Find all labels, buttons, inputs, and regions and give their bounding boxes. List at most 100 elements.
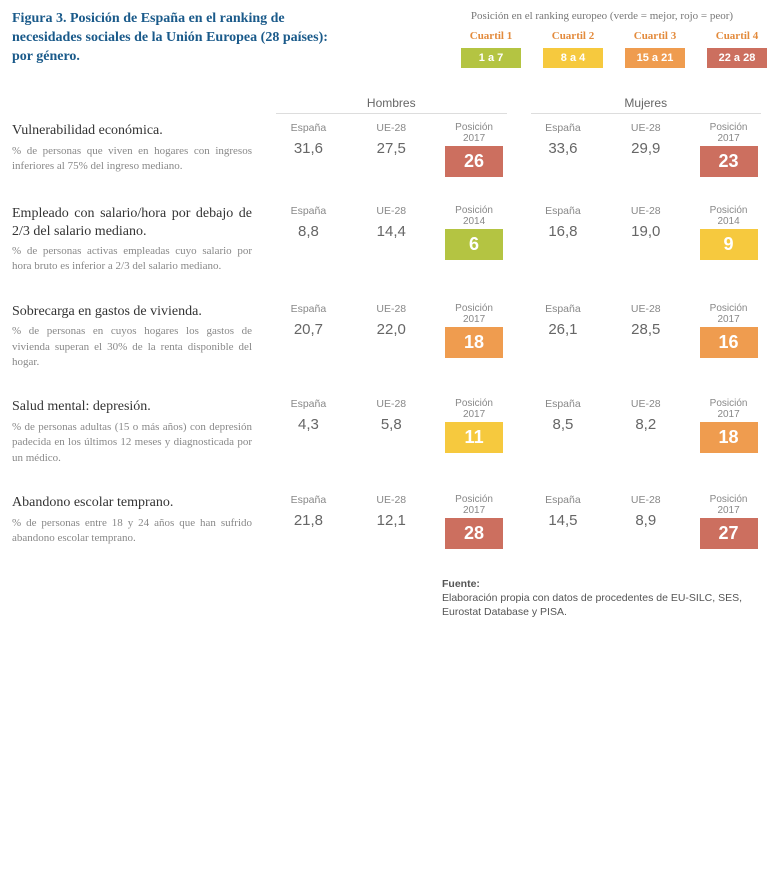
position-badge: 27 (700, 518, 758, 549)
position-cell: Posición201718 (436, 303, 513, 371)
indicator-text: Empleado con salario/hora por debajo de … (12, 205, 270, 275)
position-header: Posición2017 (690, 122, 767, 144)
indicator-subtitle: % de personas activas empleadas cuyo sal… (12, 244, 252, 275)
gender-header-row: Hombres Mujeres (12, 96, 767, 114)
indicator-row: Abandono escolar temprano. % de personas … (12, 494, 767, 549)
eu-value: 14,4 (353, 223, 430, 240)
col-header-spain: España (270, 303, 347, 315)
position-cell: Posición201727 (690, 494, 767, 549)
quartile-label: Cuartil 2 (543, 30, 603, 42)
figure-title: Figura 3. Posición de España en el ranki… (12, 10, 332, 68)
source-label: Fuente: (442, 578, 480, 590)
col-header-eu: UE-28 (353, 398, 430, 410)
position-header: Posición2017 (436, 494, 513, 516)
col-header-eu: UE-28 (353, 303, 430, 315)
quartile-badge: 15 a 21 (625, 48, 685, 68)
indicator-title: Vulnerabilidad económica. (12, 122, 252, 140)
data-rows: Vulnerabilidad económica.% de personas q… (12, 122, 767, 549)
position-badge: 26 (445, 146, 503, 177)
indicator-subtitle: % de personas adultas (15 o más años) co… (12, 420, 252, 466)
spain-cell: España8,8 (270, 205, 347, 275)
quartile-label: Cuartil 1 (461, 30, 521, 42)
quartile-badge: 8 a 4 (543, 48, 603, 68)
position-badge: 18 (700, 422, 758, 453)
eu-value: 19,0 (607, 223, 684, 240)
quartile-2: Cuartil 2 8 a 4 (543, 30, 603, 68)
spain-cell: España 16,8 (525, 205, 602, 275)
eu-cell: UE-28 22,0 (353, 303, 430, 371)
col-header-eu: UE-28 (607, 398, 684, 410)
position-cell: Posición201723 (690, 122, 767, 177)
indicator-title: Sobrecarga en gastos de vivienda. (12, 303, 252, 321)
gender-header-women: Mujeres (531, 96, 762, 114)
indicator-title: Abandono escolar temprano. (12, 494, 252, 512)
spain-cell: España21,8 (270, 494, 347, 549)
col-header-eu: UE-28 (607, 494, 684, 506)
position-badge: 11 (445, 422, 503, 453)
spain-value: 16,8 (525, 223, 602, 240)
col-header-eu: UE-28 (353, 205, 430, 217)
data-group: España20,7UE-2822,0Posición201718 (270, 303, 513, 371)
position-badge: 9 (700, 229, 758, 260)
spain-value: 26,1 (525, 321, 602, 338)
legend-caption: Posición en el ranking europeo (verde = … (437, 10, 767, 22)
data-group: España8,8 UE-28 14,4 Posición20146 (270, 205, 513, 275)
quartile-label: Cuartil 3 (625, 30, 685, 42)
position-cell: Posición201726 (436, 122, 513, 177)
col-header-spain: España (525, 205, 602, 217)
spain-value: 8,8 (270, 223, 347, 240)
eu-value: 5,8 (353, 416, 430, 433)
eu-cell: UE-28 8,2 (607, 398, 684, 466)
spain-value: 31,6 (270, 140, 347, 157)
col-header-spain: España (525, 398, 602, 410)
eu-value: 29,9 (607, 140, 684, 157)
position-cell: Posición201711 (436, 398, 513, 466)
quartile-1: Cuartil 1 1 a 7 (461, 30, 521, 68)
indicator-text: Sobrecarga en gastos de vivienda. % de pe… (12, 303, 270, 371)
quartile-badge: 1 a 7 (461, 48, 521, 68)
source-text: Elaboración propia con datos de proceden… (442, 592, 742, 618)
position-cell: Posición201718 (690, 398, 767, 466)
indicator-subtitle: % de personas en cuyos hogares los gasto… (12, 324, 252, 370)
spain-cell: España14,5 (525, 494, 602, 549)
col-header-spain: España (270, 494, 347, 506)
legend: Posición en el ranking europeo (verde = … (437, 10, 767, 68)
position-cell: Posición201728 (436, 494, 513, 549)
eu-value: 22,0 (353, 321, 430, 338)
data-group: España31,6UE-2827,5Posición201726 (270, 122, 513, 177)
data-group: España14,5 UE-28 8,9 Posición201727 (525, 494, 768, 549)
gender-header-men: Hombres (276, 96, 507, 114)
quartile-label: Cuartil 4 (707, 30, 767, 42)
spain-cell: España 31,6 (270, 122, 347, 177)
position-badge: 6 (445, 229, 503, 260)
eu-value: 8,9 (607, 512, 684, 529)
col-header-spain: España (270, 122, 347, 134)
position-badge: 18 (445, 327, 503, 358)
indicator-title: Salud mental: depresión. (12, 398, 252, 416)
spain-value: 4,3 (270, 416, 347, 433)
position-header: Posición2017 (690, 303, 767, 325)
source-block: Fuente: Elaboración propia con datos de … (442, 577, 767, 620)
indicator-row: Vulnerabilidad económica.% de personas q… (12, 122, 767, 177)
eu-cell: UE-28 8,9 (607, 494, 684, 549)
quartile-3: Cuartil 3 15 a 21 (625, 30, 685, 68)
position-header: Posición2014 (436, 205, 513, 227)
data-group: España8,5UE-288,2Posición201718 (525, 398, 768, 466)
eu-value: 8,2 (607, 416, 684, 433)
eu-cell: UE-28 5,8 (353, 398, 430, 466)
position-header: Posición2014 (690, 205, 767, 227)
indicator-title: Empleado con salario/hora por debajo de … (12, 205, 252, 240)
indicator-text: Abandono escolar temprano. % de personas … (12, 494, 270, 549)
position-header: Posición2017 (436, 122, 513, 144)
spain-cell: España 26,1 (525, 303, 602, 371)
col-header-eu: UE-28 (607, 205, 684, 217)
eu-cell: UE-2812,1 (353, 494, 430, 549)
indicator-row: Empleado con salario/hora por debajo de … (12, 205, 767, 275)
indicator-text: Salud mental: depresión. % de personas ad… (12, 398, 270, 466)
indicator-subtitle: % de personas entre 18 y 24 años que han… (12, 516, 252, 547)
eu-cell: UE-28 14,4 (353, 205, 430, 275)
spain-value: 14,5 (525, 512, 602, 529)
col-header-spain: España (525, 303, 602, 315)
data-group: España4,3UE-285,8Posición201711 (270, 398, 513, 466)
eu-value: 28,5 (607, 321, 684, 338)
